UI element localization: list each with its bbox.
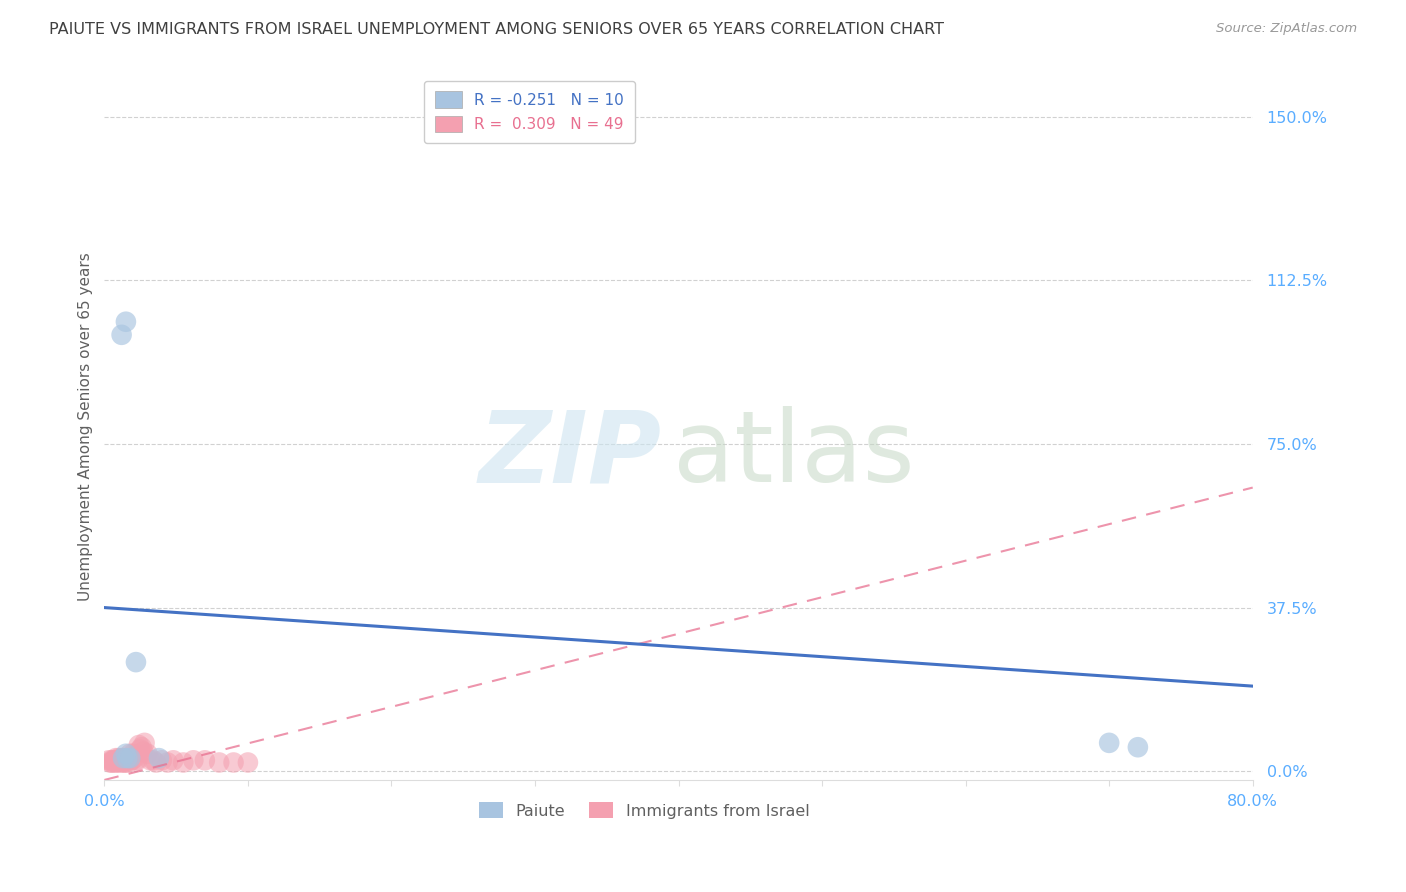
Point [104, 756, 127, 770]
Point [129, 742, 152, 756]
Point [100, 753, 122, 767]
Point [112, 751, 135, 765]
Point [1126, 740, 1149, 755]
Point [118, 756, 141, 770]
Point [148, 751, 170, 765]
Point [107, 751, 129, 765]
Point [183, 753, 205, 767]
Y-axis label: Unemployment Among Seniors over 65 years: Unemployment Among Seniors over 65 years [79, 252, 93, 601]
Point [121, 753, 143, 767]
Point [125, 753, 148, 767]
Point [110, 327, 132, 342]
Point [139, 753, 162, 767]
Point [136, 747, 159, 761]
Point [150, 753, 173, 767]
Point [124, 751, 146, 765]
Point [105, 753, 128, 767]
Point [110, 753, 132, 767]
Point [156, 756, 179, 770]
Point [108, 756, 131, 770]
Legend: Paiute, Immigrants from Israel: Paiute, Immigrants from Israel [472, 796, 815, 825]
Point [122, 747, 145, 761]
Text: atlas: atlas [673, 406, 914, 503]
Point [194, 753, 217, 767]
Text: PAIUTE VS IMMIGRANTS FROM ISRAEL UNEMPLOYMENT AMONG SENIORS OVER 65 YEARS CORREL: PAIUTE VS IMMIGRANTS FROM ISRAEL UNEMPLO… [49, 22, 945, 37]
Point [1098, 736, 1121, 750]
Point [115, 747, 138, 761]
Point [115, 753, 138, 767]
Point [100, 756, 122, 770]
Point [101, 756, 124, 770]
Point [127, 753, 149, 767]
Point [101, 753, 124, 767]
Point [115, 756, 138, 770]
Point [236, 756, 259, 770]
Point [97, 753, 120, 767]
Point [172, 756, 194, 770]
Point [115, 315, 138, 329]
Point [128, 738, 150, 752]
Text: Source: ZipAtlas.com: Source: ZipAtlas.com [1216, 22, 1357, 36]
Point [222, 756, 245, 770]
Point [107, 753, 129, 767]
Point [105, 756, 128, 770]
Point [132, 745, 155, 759]
Point [110, 751, 132, 765]
Point [131, 740, 153, 755]
Point [120, 747, 142, 761]
Point [142, 753, 165, 767]
Point [98, 756, 121, 770]
Point [162, 753, 184, 767]
Point [103, 753, 125, 767]
Point [145, 756, 167, 770]
Point [117, 751, 139, 765]
Point [134, 736, 156, 750]
Point [208, 756, 231, 770]
Text: ZIP: ZIP [478, 406, 661, 503]
Point [104, 751, 127, 765]
Point [112, 751, 135, 765]
Point [120, 751, 142, 765]
Point [117, 753, 139, 767]
Point [125, 655, 148, 669]
Point [112, 756, 135, 770]
Point [114, 756, 136, 770]
Point [114, 753, 136, 767]
Point [108, 753, 131, 767]
